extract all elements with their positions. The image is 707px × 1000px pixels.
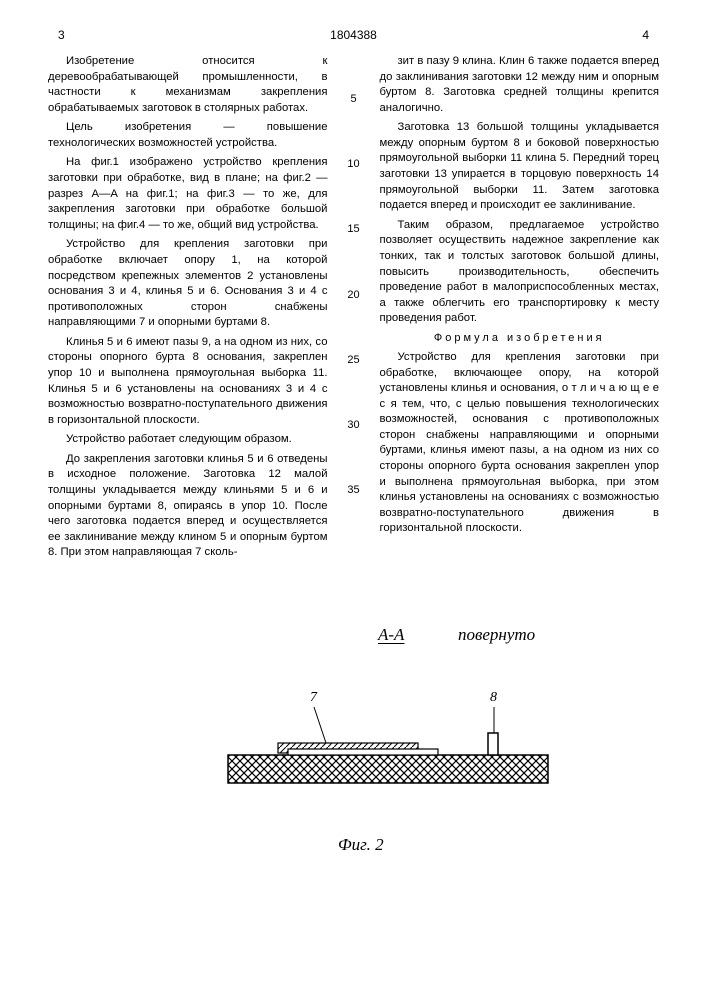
- line-num: 30: [347, 418, 359, 433]
- para: Устройство работает следующим образом.: [48, 432, 328, 448]
- para: Изобретение относится к деревообрабатыва…: [48, 54, 328, 116]
- para: Устройство для крепления заготовки при о…: [380, 350, 660, 537]
- line-num: 35: [347, 483, 359, 498]
- formula-title: Формула изобретения: [380, 331, 660, 346]
- figure-2: А-А повернуто 7 8: [48, 625, 659, 905]
- figure-caption: Фиг. 2: [338, 835, 384, 855]
- para: До закрепления заготовки клинья 5 и 6 от…: [48, 452, 328, 561]
- para: Устройство для крепления заготовки при о…: [48, 237, 328, 330]
- rotated-label: повернуто: [458, 625, 535, 645]
- para: Таким образом, предлагаемое устройство п…: [380, 218, 660, 327]
- line-num: 15: [347, 222, 359, 237]
- column-left: Изобретение относится к деревообрабатыва…: [48, 54, 328, 565]
- para: На фиг.1 изображено устройство крепления…: [48, 155, 328, 233]
- column-right: зит в пазу 9 клина. Клин 6 также подаетс…: [380, 54, 660, 565]
- ref-number-7: 7: [310, 690, 317, 706]
- figure-drawing: [208, 705, 568, 825]
- line-number-gutter: 5 10 15 20 25 30 35: [346, 54, 362, 565]
- para: Цель изобретения — повышение технологиче…: [48, 120, 328, 151]
- text-columns: Изобретение относится к деревообрабатыва…: [48, 54, 659, 565]
- line-num: 20: [347, 288, 359, 303]
- para: Клинья 5 и 6 имеют пазы 9, а на одном из…: [48, 335, 328, 428]
- para: зит в пазу 9 клина. Клин 6 также подаетс…: [380, 54, 660, 116]
- ref-number-8: 8: [490, 690, 497, 706]
- para: Заготовка 13 большой толщины укладываетс…: [380, 120, 660, 213]
- section-label: А-А: [378, 625, 404, 645]
- patent-number: 1804388: [330, 28, 377, 42]
- line-num: 10: [347, 157, 359, 172]
- page-num-right: 4: [642, 28, 649, 42]
- line-num: 25: [347, 353, 359, 368]
- page-num-left: 3: [58, 28, 65, 42]
- line-num: 5: [350, 92, 356, 107]
